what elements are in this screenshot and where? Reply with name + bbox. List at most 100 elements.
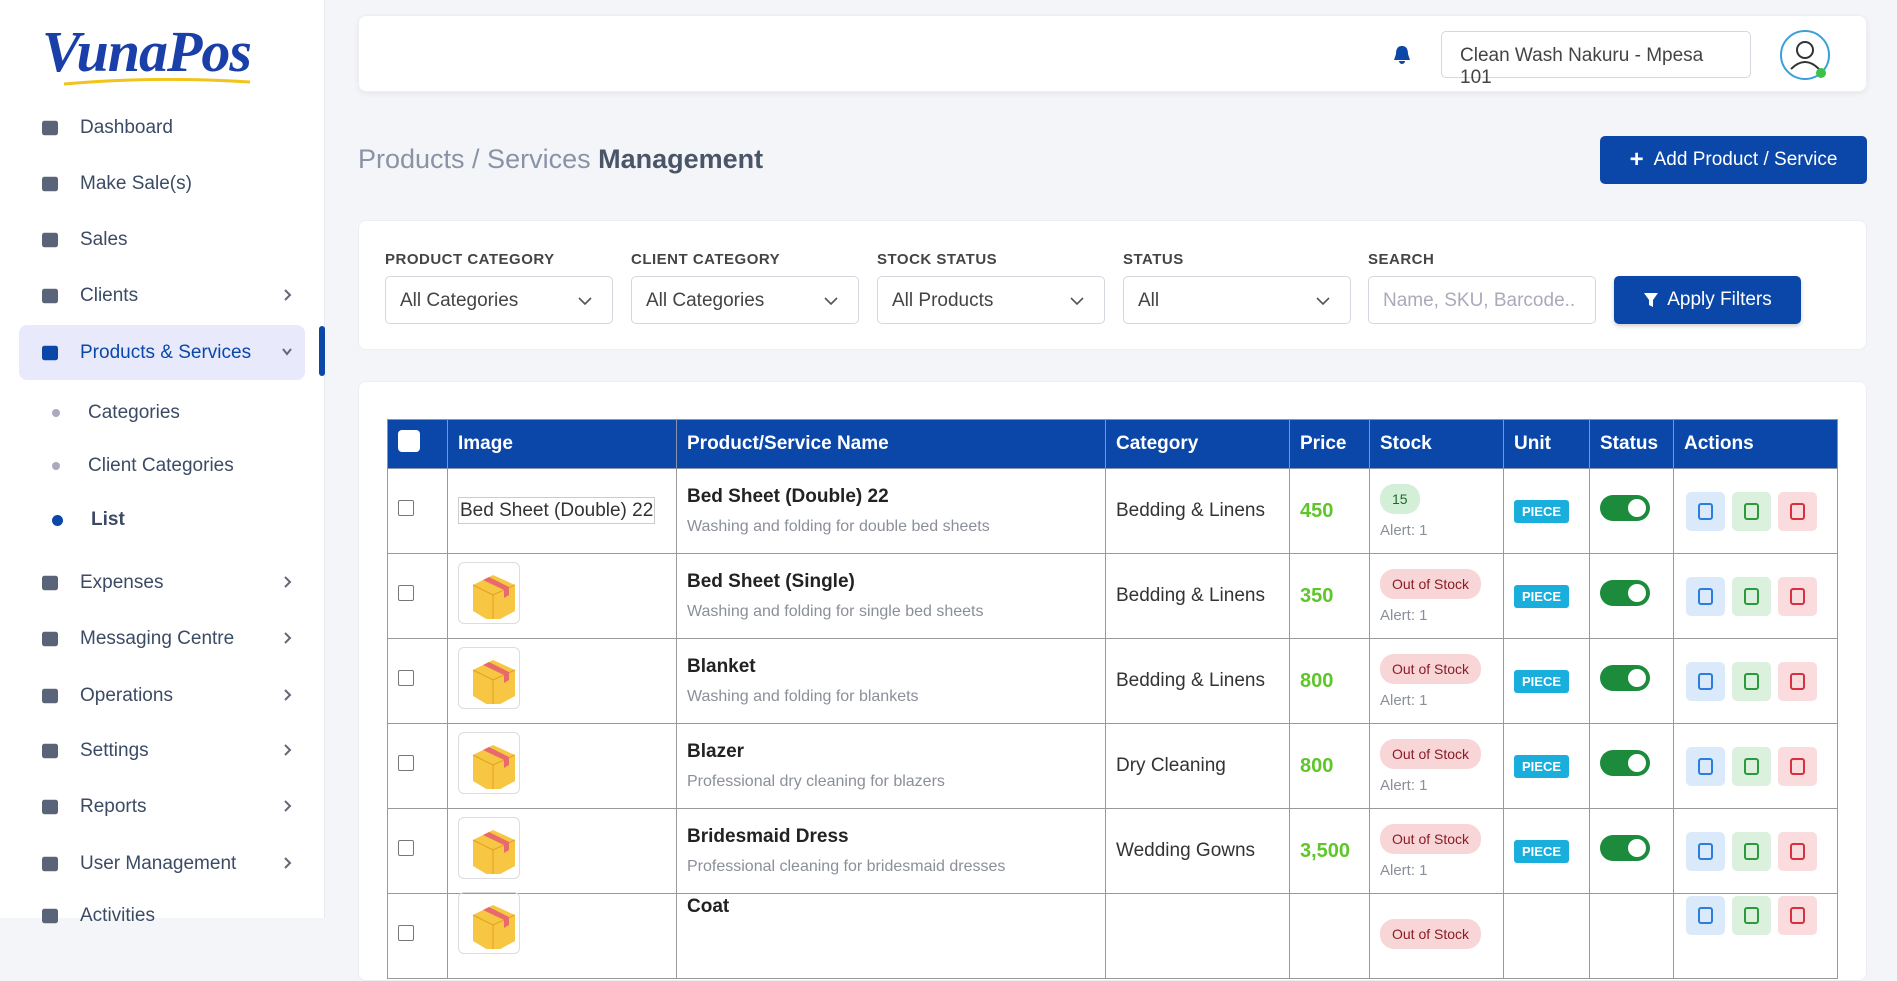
stock-button[interactable] [1732,576,1771,616]
cell-stock: Out of Stock [1369,893,1504,979]
filter-select[interactable]: All Categories [631,276,859,324]
menu-item[interactable]: Products & Services [40,331,300,375]
product-row: Bed Sheet (Double) 22 Bed Sheet (Double) … [387,468,1838,554]
checkbox[interactable] [398,925,414,941]
search-input[interactable]: Name, SKU, Barcode.. [1368,276,1596,324]
checkbox[interactable] [398,500,414,516]
delete-button[interactable] [1778,896,1817,936]
cell-select[interactable] [387,808,448,894]
menu-item[interactable]: Reports [40,785,300,829]
price: 450 [1300,499,1334,522]
unit-badge: PIECE [1514,500,1570,523]
edit-button[interactable] [1686,831,1725,871]
cell-status [1589,893,1674,979]
product-name: Blazer [687,741,745,762]
stock-button[interactable] [1732,831,1771,871]
edit-button[interactable] [1686,661,1725,701]
menu-item[interactable]: Settings [40,729,300,773]
menu-item[interactable]: User Management [40,842,300,886]
product-row: Coat Out of Stock [387,892,1838,979]
cell-name: Bridesmaid Dress Professional cleaning fo… [676,808,1106,894]
stock-badge: Out of Stock [1380,653,1482,684]
delete-button[interactable] [1778,746,1817,786]
column-header: Stock [1369,419,1504,469]
menu-label: Clients [80,285,139,306]
cell-category: Bedding & Linens [1105,553,1290,639]
menu-label: Reports [80,796,147,817]
cell-select[interactable] [387,638,448,724]
menu-item[interactable]: List [52,498,312,542]
cell-unit: PIECE [1503,468,1590,554]
menu-icon [42,232,58,248]
stock-button[interactable] [1732,491,1771,531]
page-title: Products / Services Management [358,144,763,175]
menu-item[interactable]: Messaging Centre [40,617,300,661]
delete-button[interactable] [1778,491,1817,531]
status-toggle[interactable] [1600,750,1650,776]
menu-item[interactable]: Make Sale(s) [40,162,300,206]
delete-button[interactable] [1778,661,1817,701]
select-all[interactable] [387,419,448,469]
cell-category: Bedding & Linens [1105,468,1290,554]
avatar[interactable] [1779,29,1831,81]
checkbox[interactable] [398,755,414,771]
status-toggle[interactable] [1600,665,1650,691]
status-toggle[interactable] [1600,580,1650,606]
menu-item[interactable]: Operations [40,674,300,718]
menu-item[interactable]: Clients [40,274,300,318]
bullet [52,409,60,417]
delete-button[interactable] [1778,576,1817,616]
product-name: Bed Sheet (Single) [687,571,855,592]
product-name: Coat [687,896,730,917]
cell-select[interactable] [387,553,448,639]
edit-button[interactable] [1686,576,1725,616]
topbar: Clean Wash Nakuru - Mpesa 101 [358,15,1867,92]
menu-item[interactable]: Sales [40,218,300,262]
edit-button[interactable] [1686,896,1725,936]
product-description: Washing and folding for blankets [687,688,919,705]
filter-select[interactable]: All [1123,276,1351,324]
menu-icon [42,575,58,591]
menu-label: Messaging Centre [80,628,235,649]
menu-label: Products & Services [80,342,252,363]
status-toggle[interactable] [1600,495,1650,521]
image-alt: Bed Sheet (Double) 22 [458,497,656,524]
checkbox[interactable] [398,585,414,601]
menu-item[interactable]: Activities [40,894,300,938]
delete-button[interactable] [1778,831,1817,871]
cell-actions [1673,808,1838,894]
unit-badge: PIECE [1514,755,1570,778]
stock-button[interactable] [1732,896,1771,936]
price: 800 [1300,754,1334,777]
checkbox[interactable] [398,670,414,686]
cell-select[interactable] [387,893,448,979]
stock-button[interactable] [1732,746,1771,786]
menu-item[interactable]: Client Categories [52,444,312,488]
edit-button[interactable] [1686,746,1725,786]
cell-select[interactable] [387,468,448,554]
stock-badge: Out of Stock [1380,823,1482,854]
cell-select[interactable] [387,723,448,809]
product-row: Blazer Professional dry cleaning for blaz… [387,723,1838,809]
cell-unit: PIECE [1503,553,1590,639]
cell-status [1589,638,1674,724]
menu-item[interactable]: Categories [52,391,312,435]
edit-button[interactable] [1686,491,1725,531]
menu-label: List [91,509,125,530]
cell-image [447,892,677,979]
filter-select[interactable]: All Categories [385,276,613,324]
checkbox[interactable] [398,840,414,856]
menu-item[interactable]: Dashboard [40,106,300,150]
status-toggle[interactable] [1600,835,1650,861]
cell-image [447,638,677,724]
add-button[interactable]: + Add Product / Service [1600,136,1867,184]
stock-button[interactable] [1732,661,1771,701]
filter-select[interactable]: All Products [877,276,1105,324]
filter-label: STOCK STATUS [877,251,998,268]
apply-button[interactable]: Apply Filters [1614,276,1801,324]
store-selector[interactable]: Clean Wash Nakuru - Mpesa 101 [1441,31,1751,88]
price: 800 [1300,669,1334,692]
bell-icon[interactable] [1392,45,1412,65]
menu-item[interactable]: Expenses [40,561,300,605]
